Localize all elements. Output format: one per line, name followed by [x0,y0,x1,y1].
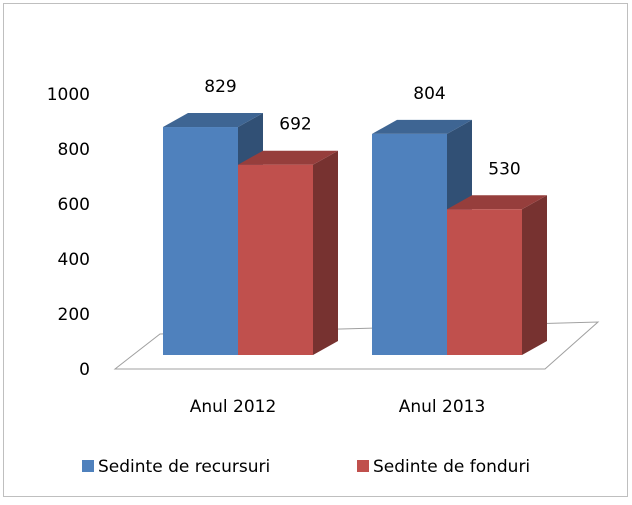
bar [447,209,522,355]
legend-swatch [82,460,94,472]
y-tick-label: 600 [58,195,90,215]
bar-top [372,119,472,134]
bar [372,133,447,355]
bar [163,127,238,356]
x-tick-label: Anul 2013 [399,397,486,417]
bar-top [447,195,547,210]
y-tick-label: 1000 [47,85,90,105]
y-tick-label: 0 [79,360,90,380]
bar-top [238,150,338,165]
data-label: 829 [204,77,236,97]
bar-side [313,150,338,355]
bar [238,164,313,355]
bar-side [522,195,547,355]
y-tick-label: 200 [58,305,90,325]
bar-top [163,113,263,128]
data-label: 530 [488,159,520,179]
data-label: 692 [279,115,311,135]
legend-label: Sedinte de fonduri [373,457,530,477]
x-tick-label: Anul 2012 [190,397,277,417]
legend-swatch [357,460,369,472]
y-tick-label: 800 [58,140,90,160]
y-tick-label: 400 [58,250,90,270]
legend-label: Sedinte de recursuri [98,457,270,477]
data-label: 804 [413,84,445,104]
